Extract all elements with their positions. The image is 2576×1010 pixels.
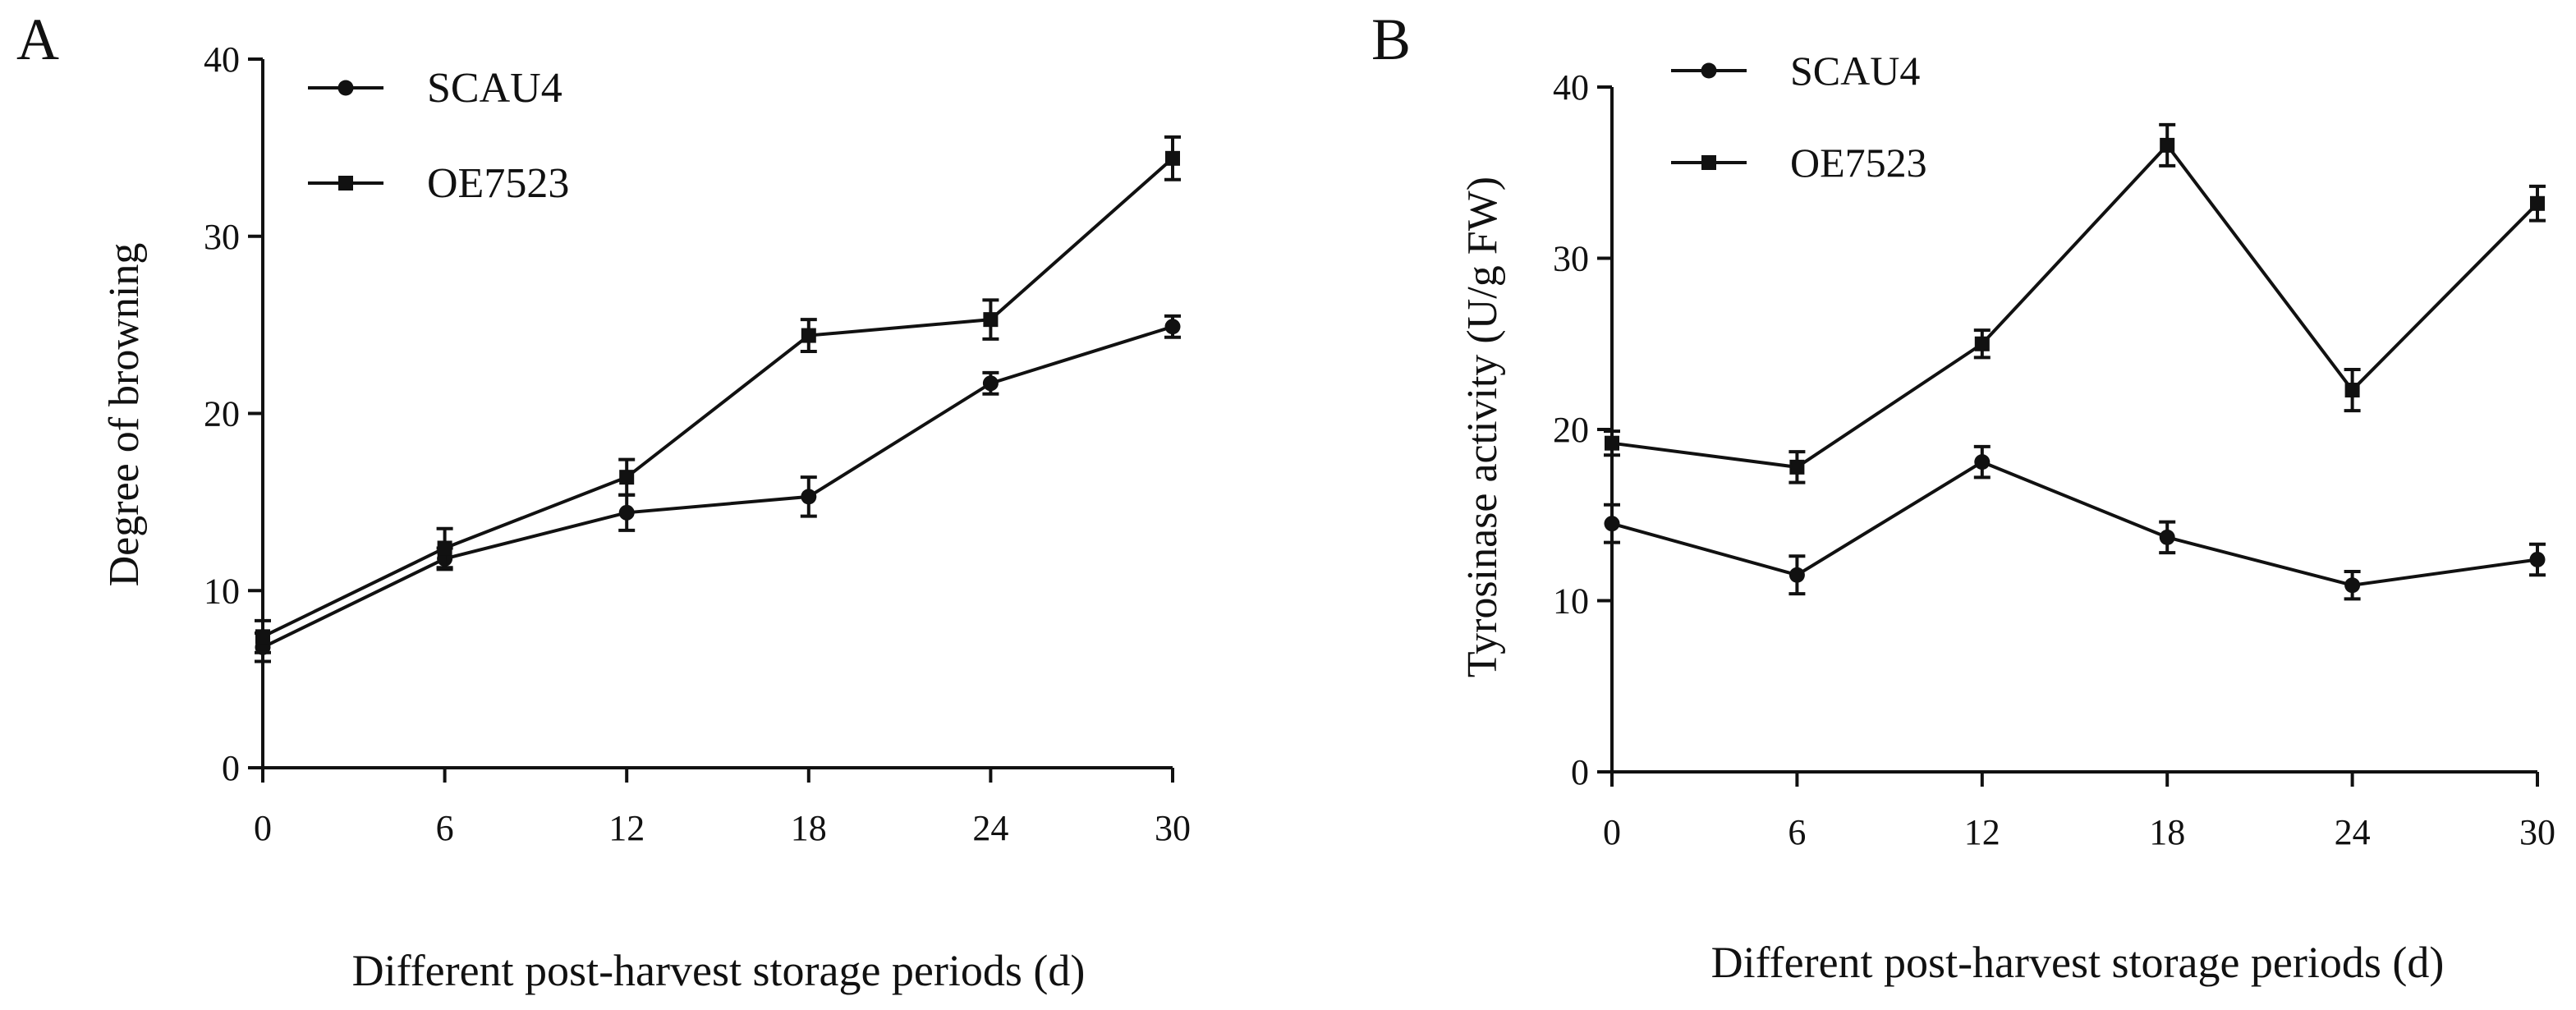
x-tick-label-b: 30 bbox=[2519, 812, 2555, 852]
data-point-oe7523 bbox=[801, 328, 816, 343]
panel-b: B 0 10 20 30 40 0 6 12 18 24 30 SCAU4 OE7523 Tyrosi… bbox=[1371, 7, 2555, 987]
data-point-oe7523 bbox=[2160, 137, 2175, 153]
data-point-oe7523 bbox=[1789, 459, 1805, 475]
legend-label-oe7523: OE7523 bbox=[1790, 140, 1927, 186]
data-point-scau4 bbox=[2344, 577, 2361, 594]
data-point-oe7523 bbox=[619, 470, 635, 485]
x-tick-label-b: 0 bbox=[1603, 812, 1621, 852]
x-tick-label-b: 18 bbox=[2149, 812, 2185, 852]
series-b bbox=[1604, 122, 2546, 601]
y-axis-label-b: Tyrosinase activity (U/g FW) bbox=[1459, 177, 1506, 677]
x-tick-label-a: 30 bbox=[1155, 808, 1191, 848]
y-axis-label-a: Degree of browning bbox=[101, 243, 148, 587]
x-tick-label-a: 6 bbox=[436, 808, 454, 848]
legend-label-oe7523: OE7523 bbox=[427, 160, 569, 207]
legend-marker-oe7523 bbox=[1701, 155, 1716, 170]
x-tick-label-b: 12 bbox=[1964, 812, 2000, 852]
series-line-scau4-b bbox=[1611, 460, 2538, 587]
x-tick-label-a: 24 bbox=[972, 808, 1008, 848]
y-tick-label-b: 0 bbox=[1571, 752, 1589, 792]
legend-marker-scau4 bbox=[337, 80, 354, 96]
data-point-scau4 bbox=[618, 504, 635, 521]
data-point-scau4 bbox=[982, 375, 999, 392]
series-line-scau4-a bbox=[262, 324, 1173, 650]
y-tick-label-a: 20 bbox=[204, 394, 240, 434]
data-point-oe7523 bbox=[1605, 435, 1619, 451]
x-axis-label-b: Different post-harvest storage periods (… bbox=[1711, 938, 2445, 987]
data-point-scau4 bbox=[2529, 551, 2546, 567]
legend-marker-oe7523 bbox=[338, 176, 353, 191]
ticks-a: 0 10 20 30 40 0 6 12 18 24 30 bbox=[204, 39, 1191, 848]
data-point-oe7523 bbox=[2530, 195, 2545, 211]
y-tick-label-b: 20 bbox=[1553, 410, 1589, 450]
data-point-oe7523 bbox=[2344, 383, 2360, 398]
data-point-oe7523 bbox=[983, 312, 999, 328]
y-tick-label-a: 0 bbox=[222, 748, 240, 788]
data-point-oe7523 bbox=[1165, 150, 1180, 166]
series-line-oe7523-b bbox=[1611, 142, 2539, 469]
legend-a: SCAU4 OE7523 bbox=[308, 65, 569, 207]
data-point-scau4 bbox=[1604, 516, 1620, 532]
data-point-scau4 bbox=[1789, 567, 1805, 583]
legend-marker-scau4 bbox=[1701, 62, 1717, 79]
legend-label-scau4: SCAU4 bbox=[427, 65, 562, 112]
x-axis-label-a: Different post-harvest storage periods (… bbox=[352, 946, 1086, 995]
legend-b: SCAU4 OE7523 bbox=[1671, 48, 1927, 186]
y-tick-label-b: 40 bbox=[1553, 67, 1589, 108]
data-point-oe7523 bbox=[1974, 336, 1990, 351]
y-tick-label-a: 30 bbox=[204, 217, 240, 257]
x-tick-label-a: 12 bbox=[608, 808, 645, 848]
data-point-scau4 bbox=[1974, 454, 1991, 471]
data-point-scau4 bbox=[1164, 319, 1181, 335]
y-tick-label-b: 10 bbox=[1553, 581, 1589, 622]
y-tick-label-b: 30 bbox=[1553, 239, 1589, 279]
series-line-oe7523-a bbox=[262, 157, 1174, 639]
y-tick-label-a: 10 bbox=[204, 571, 240, 611]
data-point-oe7523 bbox=[437, 540, 452, 556]
panel-a: A 0 10 20 30 40 0 6 12 18 24 30 SCAU4 OE7523 Degree… bbox=[16, 7, 1191, 995]
axes-b bbox=[1610, 87, 2537, 774]
y-tick-label-a: 40 bbox=[204, 39, 240, 80]
x-tick-label-b: 6 bbox=[1788, 812, 1806, 852]
x-tick-label-b: 24 bbox=[2335, 812, 2371, 852]
ticks-b: 0 10 20 30 40 0 6 12 18 24 30 bbox=[1553, 67, 2555, 852]
axes-a bbox=[261, 59, 1173, 769]
panel-label-b: B bbox=[1371, 7, 1411, 72]
data-point-scau4 bbox=[801, 489, 817, 505]
panel-label-a: A bbox=[16, 7, 59, 72]
legend-label-scau4: SCAU4 bbox=[1790, 48, 1920, 94]
x-tick-label-a: 18 bbox=[791, 808, 827, 848]
data-point-scau4 bbox=[2159, 529, 2175, 545]
series-a bbox=[255, 135, 1181, 663]
x-tick-label-a: 0 bbox=[254, 808, 272, 848]
data-point-oe7523 bbox=[255, 629, 270, 645]
